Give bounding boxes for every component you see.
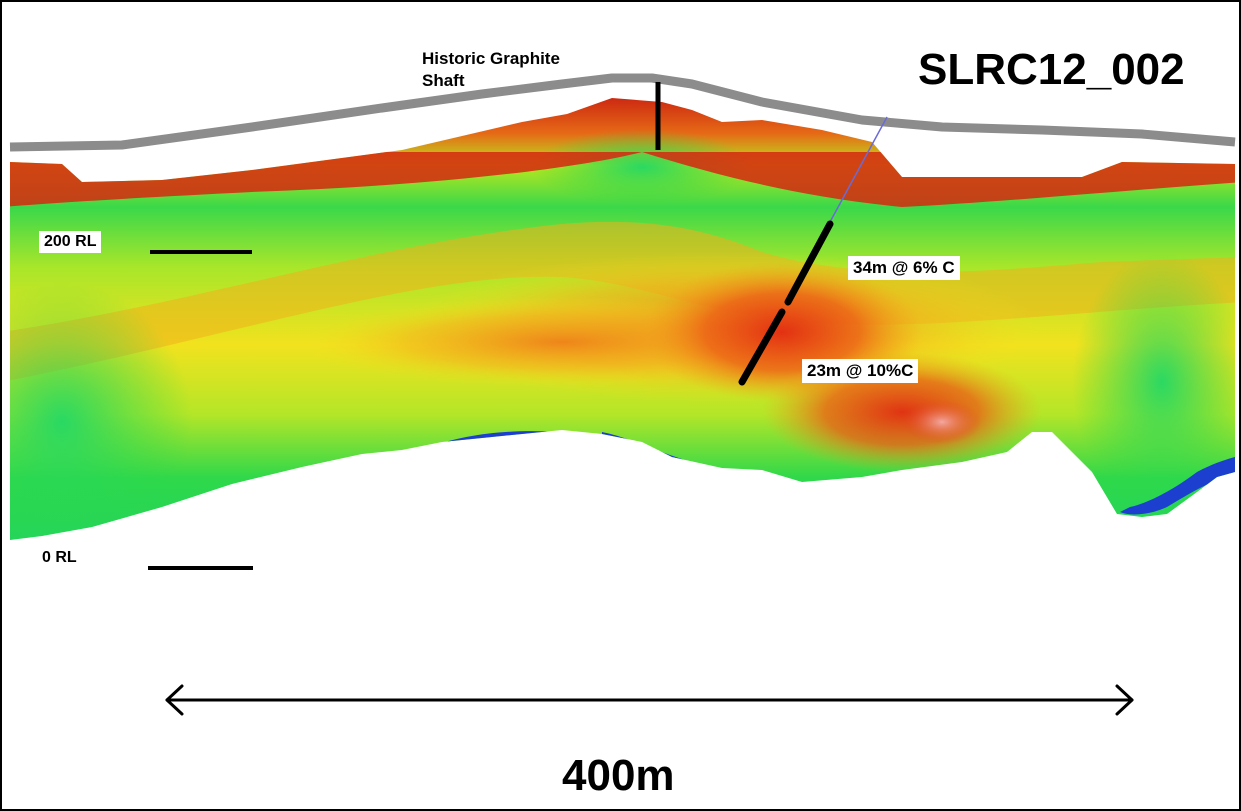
drill-hole-trace bbox=[829, 116, 888, 223]
intercept-label-23m: 23m @ 10%C bbox=[802, 359, 919, 383]
intercept-23m-segment bbox=[738, 308, 786, 386]
rl-0-label: 0 RL bbox=[42, 549, 77, 566]
surface-topography-line bbox=[9, 73, 1236, 152]
intercept-34m-segment bbox=[784, 220, 834, 306]
drill-hole-title: SLRC12_002 bbox=[918, 45, 1185, 94]
shaft-label-line-1: Historic Graphite bbox=[422, 49, 560, 68]
scale-bar-label: 400m bbox=[562, 751, 675, 800]
shaft-label-line-2: Shaft bbox=[422, 71, 465, 90]
intercept-label-34m: 34m @ 6% C bbox=[848, 256, 960, 280]
historic-shaft-label: Historic Graphite Shaft bbox=[422, 48, 560, 92]
rl-200-label: 200 RL bbox=[39, 231, 102, 253]
grade-model-body bbox=[10, 98, 1235, 540]
scale-bar-arrow bbox=[165, 684, 1134, 716]
